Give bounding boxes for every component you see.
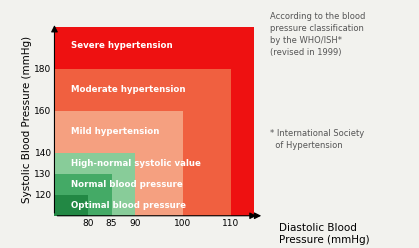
Text: Normal blood pressure: Normal blood pressure	[71, 180, 183, 189]
Text: High-normal systolic value: High-normal systolic value	[71, 159, 201, 168]
Bar	[54, 153, 135, 216]
Bar	[54, 69, 230, 216]
Text: Moderate hypertension: Moderate hypertension	[71, 85, 186, 94]
Text: Diastolic Blood
Pressure (mmHg): Diastolic Blood Pressure (mmHg)	[279, 223, 369, 245]
Text: Severe hypertension: Severe hypertension	[71, 41, 173, 50]
Bar	[54, 195, 88, 216]
Bar	[54, 174, 111, 216]
Text: According to the blood
pressure classification
by the WHO/ISH*
(revised in 1999): According to the blood pressure classifi…	[270, 12, 366, 57]
Text: Optimal blood pressure: Optimal blood pressure	[71, 201, 186, 210]
Y-axis label: Systolic Blood Pressure (mmHg): Systolic Blood Pressure (mmHg)	[22, 35, 32, 203]
Text: Mild hypertension: Mild hypertension	[71, 127, 160, 136]
Text: * International Society
  of Hypertension: * International Society of Hypertension	[270, 129, 365, 150]
Bar	[54, 111, 183, 216]
